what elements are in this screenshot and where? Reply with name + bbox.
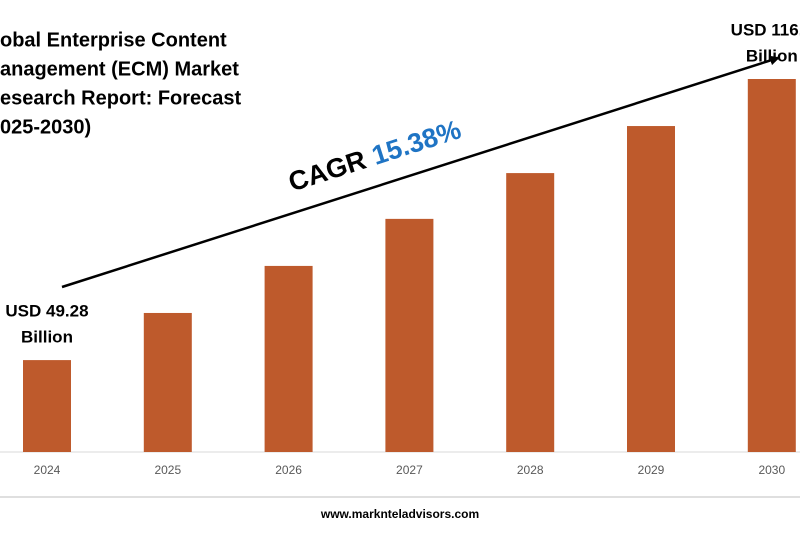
chart-title: obal Enterprise Content <box>0 29 227 51</box>
chart-title: esearch Report: Forecast <box>0 87 242 109</box>
bar <box>23 360 71 452</box>
bar <box>264 265 313 452</box>
data-label: Billion <box>21 328 73 347</box>
bar <box>385 218 434 452</box>
bar <box>627 126 675 452</box>
x-tick-label: 2025 <box>154 463 181 477</box>
data-label: Billion <box>746 46 798 65</box>
chart-title: 025-2030) <box>0 116 91 138</box>
footer: www.marknteladvisors.com <box>320 507 479 521</box>
bar <box>747 79 796 452</box>
bar <box>143 312 192 452</box>
x-tick-label: 2027 <box>396 463 423 477</box>
x-tick-label: 2026 <box>275 463 302 477</box>
chart-title: anagement (ECM) Market <box>0 58 239 80</box>
x-tick-label: 2030 <box>758 463 785 477</box>
x-tick-label: 2029 <box>638 463 665 477</box>
growth-arrow <box>61 55 780 289</box>
x-tick-label: 2028 <box>517 463 544 477</box>
data-label: USD 49.28 <box>5 302 88 321</box>
x-tick-label: 2024 <box>34 463 61 477</box>
data-label: USD 116.2 <box>731 20 800 39</box>
bar <box>506 173 555 452</box>
